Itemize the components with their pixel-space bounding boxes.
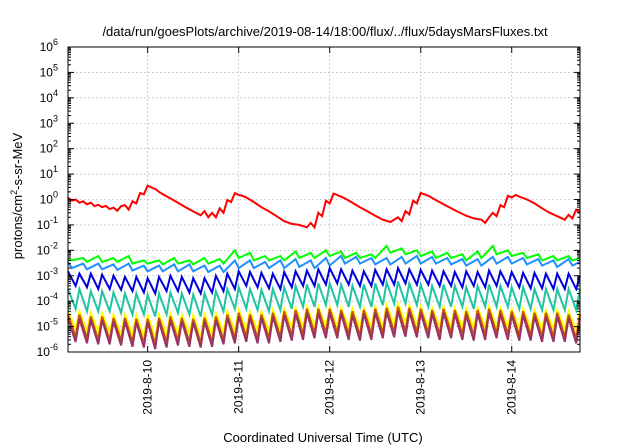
chart-title: /data/run/goesPlots/archive/2019-08-14/1… <box>102 24 548 39</box>
y-tick-label: 10-6 <box>37 342 58 359</box>
y-tick-base: 10 <box>40 142 54 156</box>
y-tick-base: 10 <box>40 40 54 54</box>
y-tick-exponent: 3 <box>53 113 58 123</box>
y-axis-label: protons/cm2-s-sr-MeV <box>9 132 25 259</box>
y-tick-exponent: -4 <box>50 291 58 301</box>
y-tick-base: 10 <box>40 167 54 181</box>
y-tick-exponent: -3 <box>50 266 58 276</box>
y-tick-base: 10 <box>37 269 51 283</box>
y-tick-label: 103 <box>40 113 58 130</box>
y-tick-base: 10 <box>40 116 54 130</box>
y-tick-label: 10-5 <box>37 317 58 334</box>
y-tick-exponent: 5 <box>53 62 58 72</box>
y-tick-exponent: 0 <box>53 190 58 200</box>
y-tick-exponent: 6 <box>53 37 58 47</box>
y-tick-label: 106 <box>40 37 58 54</box>
y-tick-label: 102 <box>40 139 58 156</box>
series-line <box>67 184 581 230</box>
series-group <box>67 184 581 350</box>
y-axis-label-main: protons/cm <box>10 195 25 259</box>
series-line <box>67 299 581 341</box>
x-tick-label: 2019-8-11 <box>232 360 246 414</box>
y-tick-base: 10 <box>37 243 51 257</box>
y-tick-base: 10 <box>37 218 51 232</box>
y-tick-label: 100 <box>40 190 58 207</box>
x-tick-label: 2019-8-10 <box>141 360 155 415</box>
y-tick-base: 10 <box>37 320 51 334</box>
x-axis-label: Coordinated Universal Time (UTC) <box>223 430 422 445</box>
y-tick-label: 10-3 <box>37 266 58 283</box>
y-tick-base: 10 <box>37 294 51 308</box>
x-tick-label: 2019-8-14 <box>505 360 519 415</box>
y-axis-label-sup: 2 <box>9 190 19 195</box>
series-line <box>67 254 581 274</box>
y-tick-label: 10-4 <box>37 291 58 308</box>
series-line <box>67 244 581 266</box>
x-tick-label: 2019-8-13 <box>414 360 428 415</box>
y-tick-exponent: 2 <box>53 139 58 149</box>
y-tick-label: 104 <box>40 88 58 105</box>
y-tick-base: 10 <box>37 345 51 359</box>
y-axis-label-rest: -s-sr-MeV <box>10 132 25 189</box>
series-line <box>67 265 581 297</box>
y-tick-label: 10-2 <box>37 240 58 257</box>
y-tick-exponent: -6 <box>50 342 58 352</box>
y-tick-label: 10-1 <box>37 215 58 232</box>
y-tick-exponent: -2 <box>50 240 58 250</box>
axes: 10-610-510-410-310-210-11001011021031041… <box>37 37 581 415</box>
y-tick-base: 10 <box>40 193 54 207</box>
plot-frame <box>67 46 581 353</box>
y-tick-exponent: 4 <box>53 88 58 98</box>
y-tick-exponent: 1 <box>53 164 58 174</box>
x-tick-label: 2019-8-12 <box>323 360 337 415</box>
y-tick-exponent: -5 <box>50 317 58 327</box>
series-line <box>67 311 581 350</box>
y-tick-base: 10 <box>40 91 54 105</box>
y-tick-label: 101 <box>40 164 58 181</box>
series-line <box>67 278 581 319</box>
y-tick-label: 105 <box>40 62 58 79</box>
y-tick-exponent: -1 <box>50 215 58 225</box>
y-tick-base: 10 <box>40 65 54 79</box>
